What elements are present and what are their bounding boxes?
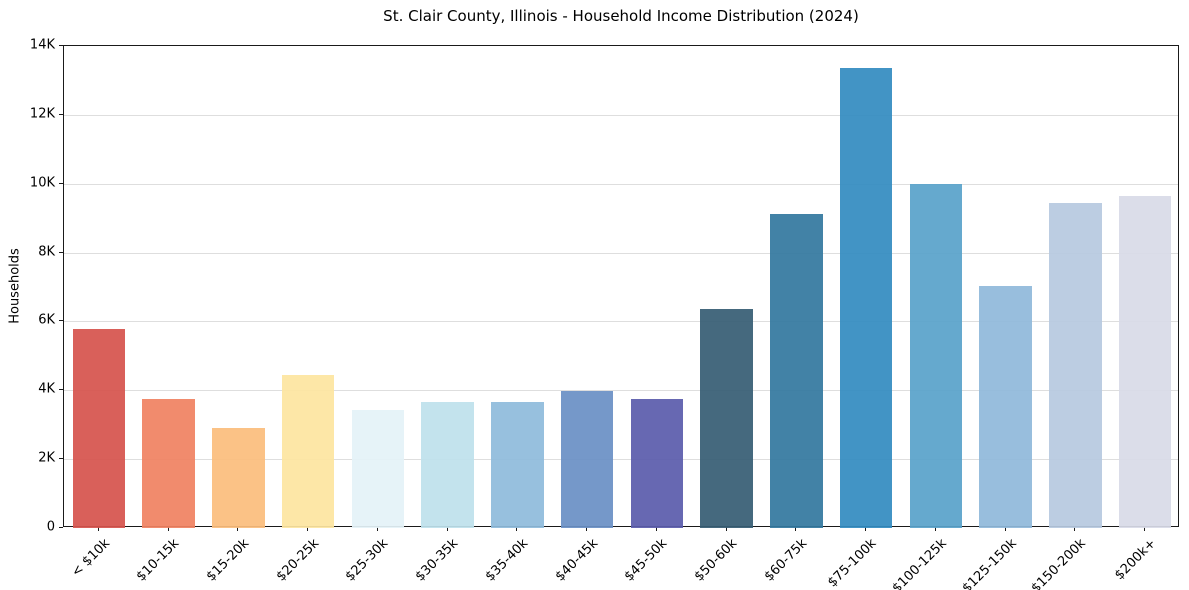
x-tick-label: $10-15k (133, 536, 183, 585)
x-axis-tick (1074, 527, 1076, 531)
y-axis-tick (59, 389, 63, 391)
x-tick-label: $30-35k (412, 536, 462, 585)
gridline-4000 (64, 390, 1178, 392)
y-tick-label: 0 (46, 519, 55, 535)
x-axis-tick (795, 527, 797, 531)
x-axis-tick (586, 527, 588, 531)
bar-$20-25k (281, 374, 335, 528)
x-axis-tick (1004, 527, 1006, 531)
gridline-10000 (64, 183, 1178, 185)
x-tick-label: $200k+ (1111, 536, 1159, 584)
x-axis-tick (376, 527, 378, 531)
x-tick-label: $35-40k (482, 536, 531, 585)
x-axis-tick (865, 527, 867, 531)
y-axis-tick (59, 320, 63, 322)
bar-$15-20k (212, 427, 265, 528)
bar-$150-200k (1049, 202, 1102, 528)
y-axis-tick (59, 45, 63, 46)
bar-$25-30k (351, 410, 405, 528)
y-axis-tick (59, 113, 63, 115)
x-axis-tick (307, 527, 309, 531)
bar-$100-125k (909, 183, 963, 528)
bar-< $10k (72, 329, 126, 528)
x-tick-label: $25-30k (342, 536, 392, 585)
plot-area (63, 45, 1179, 528)
bar-$40-45k (560, 391, 614, 528)
x-axis-tick (97, 527, 99, 531)
bar-$10-15k (142, 399, 195, 528)
x-tick-label: < $10k (68, 536, 113, 581)
x-axis-tick (167, 527, 169, 531)
y-tick-label: 10K (29, 175, 55, 191)
bar-$35-40k (491, 401, 544, 528)
x-tick-label: $75-100k (825, 536, 880, 590)
x-tick-label: $45-50k (621, 536, 671, 585)
y-axis-tick (59, 251, 63, 253)
y-tick-label: 2K (38, 450, 55, 466)
gridline-8000 (64, 252, 1178, 254)
x-tick-label: $60-75k (761, 536, 810, 585)
x-tick-label: $100-125k (889, 536, 950, 590)
x-tick-label: $150-200k (1028, 536, 1089, 590)
bar-$60-75k (770, 213, 823, 528)
chart-title: St. Clair County, Illinois - Household I… (383, 7, 859, 25)
x-axis-tick (725, 527, 727, 531)
x-tick-label: $40-45k (552, 536, 601, 585)
bar-$75-100k (839, 68, 893, 528)
gridline-6000 (64, 321, 1178, 323)
x-axis-tick (237, 527, 239, 531)
gridline-12000 (64, 114, 1178, 116)
y-tick-label: 8K (38, 244, 55, 260)
bar-$45-50k (630, 399, 684, 528)
bar-$30-35k (421, 402, 474, 528)
bar-$50-60k (700, 309, 753, 528)
x-tick-label: $20-25k (273, 536, 322, 585)
x-tick-label: $50-60k (691, 536, 741, 585)
x-tick-label: $125-150k (959, 536, 1020, 590)
y-axis-tick (59, 527, 63, 528)
x-tick-label: $15-20k (203, 536, 252, 585)
y-axis-tick (59, 182, 63, 184)
x-axis-tick (446, 527, 448, 531)
y-tick-label: 4K (38, 381, 55, 397)
gridline-2000 (64, 459, 1178, 461)
y-axis-tick (59, 458, 63, 460)
bar-$125-150k (979, 285, 1032, 528)
y-tick-label: 14K (29, 37, 55, 53)
x-axis-tick (516, 527, 518, 531)
bar-$200k+ (1118, 195, 1172, 528)
x-axis-tick (1144, 527, 1146, 531)
x-axis-tick (655, 527, 657, 531)
y-tick-label: 6K (38, 312, 55, 328)
y-tick-label: 12K (29, 106, 55, 122)
x-axis-tick (934, 527, 936, 531)
